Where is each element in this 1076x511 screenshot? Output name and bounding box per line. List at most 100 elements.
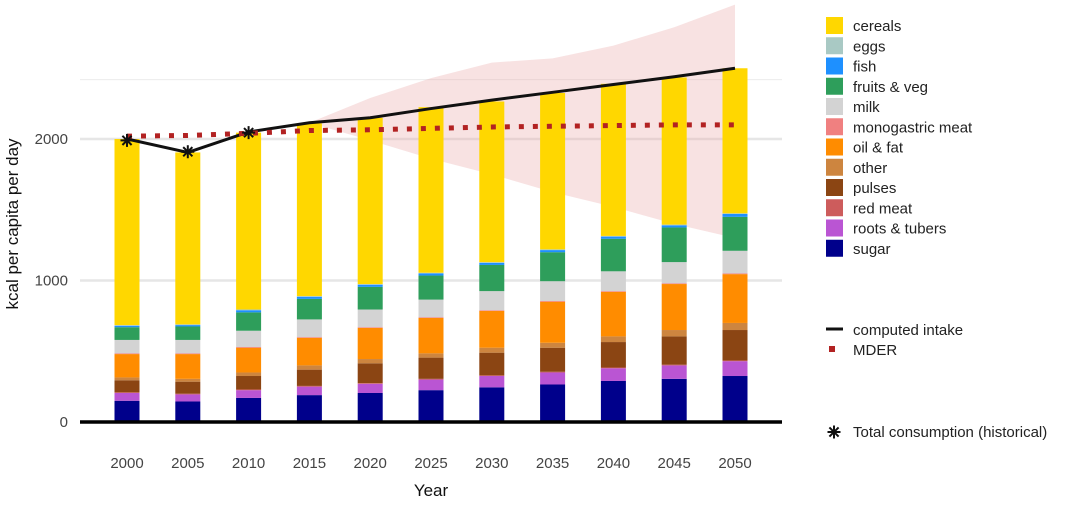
x-tick-label: 2025 [414, 455, 447, 472]
bar-segment-sugar [661, 378, 687, 422]
bar-segment-sugar [236, 397, 262, 422]
bar-segment-fish [114, 325, 140, 328]
legend-swatch-historical [827, 425, 841, 439]
legend-label-computed-intake: computed intake [853, 322, 963, 339]
legend-swatch-milk [826, 98, 843, 115]
bar-segment-red-meat [600, 367, 626, 369]
bar-segment-sugar [418, 390, 444, 422]
y-tick-label: 0 [60, 414, 68, 431]
bar-segment-oil-and-fat [479, 310, 505, 348]
bar-segment-pulses [600, 342, 626, 368]
legend-label-cereals: cereals [853, 18, 901, 35]
asterisk-stroke [121, 135, 133, 146]
legend-label-mder: MDER [853, 342, 897, 359]
bar-segment-other [661, 330, 687, 337]
legend-label-milk: milk [853, 99, 880, 116]
legend-label-eggs: eggs [853, 38, 886, 55]
bar-segment-pulses [479, 352, 505, 376]
legend-swatch-sugar [826, 239, 843, 257]
y-tick-label: 2000 [35, 131, 68, 148]
bar-segment-other [114, 377, 140, 381]
bar-segment-monogastric-meat [114, 353, 140, 355]
x-tick-label: 2050 [718, 455, 751, 472]
bar-segment-oil-and-fat [661, 284, 687, 331]
bar-segment-pulses [114, 380, 140, 393]
line-series [126, 66, 736, 154]
bar-segment-milk [661, 262, 687, 284]
legend-swatch-monogastric-meat [826, 118, 843, 136]
bar-segment-monogastric-meat [661, 283, 687, 285]
bar-segment-fish [479, 262, 505, 265]
bar-segment-monogastric-meat [175, 353, 201, 355]
bar-segment-roots-and-tubers [479, 376, 505, 388]
x-tick-label: 2005 [171, 455, 204, 472]
bar-segment-sugar [722, 376, 748, 422]
bar-segment-fruits-and-veg [114, 327, 140, 340]
bar-segment-fish [236, 310, 262, 313]
bar-segment-other [540, 342, 566, 348]
x-tick-label: 2000 [110, 455, 143, 472]
bar-segment-oil-and-fat [722, 274, 748, 323]
x-tick-label: 2040 [597, 455, 630, 472]
bar-segment-other [722, 322, 748, 331]
bar-segment-other [600, 336, 626, 343]
legend-swatch-pulses [826, 179, 843, 196]
bar-segment-fruits-and-veg [175, 326, 201, 340]
bar-segment-red-meat [296, 385, 322, 387]
axes: kcal per capita per day Year 0 1000 2000 20… [3, 131, 782, 500]
bar-segment-milk [479, 291, 505, 311]
legend-swatch-fruits-and-veg [826, 77, 843, 95]
bar-segment-oil-and-fat [114, 354, 140, 378]
bar-segment-pulses [540, 347, 566, 372]
bar-segment-fish [600, 236, 626, 239]
bar-segment-sugar [479, 387, 505, 422]
bar-segment-roots-and-tubers [418, 379, 444, 391]
bar-segment-milk [114, 339, 140, 354]
legend-label-monogastric-meat: monogastric meat [853, 119, 973, 136]
bar-segment-oil-and-fat [600, 291, 626, 337]
bar-segment-cereals [175, 152, 201, 325]
bar-segment-sugar [357, 392, 383, 422]
line-computed-intake [126, 66, 736, 154]
bar-segment-milk [418, 299, 444, 318]
bar-segment-red-meat [661, 364, 687, 366]
bar-segment-pulses [357, 363, 383, 384]
bar-segment-oil-and-fat [418, 317, 444, 354]
bar-segment-milk [600, 271, 626, 292]
bar-segment-other [479, 347, 505, 353]
bar-segment-red-meat [479, 375, 505, 377]
bar-segment-other [418, 353, 444, 358]
bar-segment-milk [296, 319, 322, 338]
bar-segment-milk [236, 330, 262, 348]
bar-segment-pulses [722, 330, 748, 361]
legend-label-historical: Total consumption (historical) [853, 424, 1047, 441]
x-tick-label: 2010 [232, 455, 265, 472]
historical-marker [242, 126, 256, 140]
legend-label-roots-and-tubers: roots & tubers [853, 221, 946, 238]
bar-segment-pulses [175, 381, 201, 394]
bar-segment-cereals [357, 117, 383, 285]
bar-segment-monogastric-meat [236, 347, 262, 348]
bar-segment-roots-and-tubers [600, 368, 626, 381]
legend-label-other: other [853, 160, 887, 177]
legend-label-fruits-and-veg: fruits & veg [853, 79, 928, 96]
bar-segment-roots-and-tubers [540, 372, 566, 385]
bar-segment-oil-and-fat [540, 301, 566, 343]
bar-segment-roots-and-tubers [357, 383, 383, 393]
bar-segment-fish [661, 225, 687, 228]
bar-segment-oil-and-fat [175, 354, 201, 379]
bar-segment-red-meat [722, 360, 748, 362]
legend-swatch-other [826, 158, 843, 176]
bar-segment-eggs [296, 296, 322, 297]
bar-segment-monogastric-meat [296, 337, 322, 338]
legend-label-oil-and-fat: oil & fat [853, 140, 904, 157]
legend-label-red-meat: red meat [853, 200, 913, 217]
bar-segment-cereals [114, 139, 140, 326]
legend-swatch-cereals [826, 17, 843, 34]
bar-segment-cereals [600, 83, 626, 236]
bar-segment-cereals [296, 123, 322, 297]
bar-segment-milk [722, 250, 748, 274]
bar-segment-milk [175, 339, 201, 354]
